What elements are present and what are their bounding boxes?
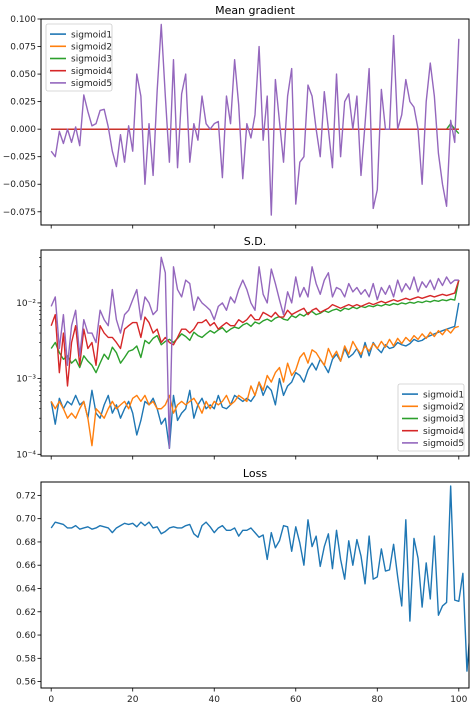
chart-title: S.D. (244, 235, 266, 248)
y-tick-label: 0.62 (16, 608, 36, 618)
legend-label: sigmoid1 (71, 30, 112, 40)
axes-frame (40, 249, 470, 457)
x-tick-label: 40 (209, 695, 221, 705)
series-line-sigmoid4 (50, 279, 460, 387)
y-tick-label: 0.68 (16, 538, 36, 548)
panel-sd: S.D. 10⁻⁴10⁻³10⁻² sigmoid1sigmoid2sigmoi… (16, 235, 470, 460)
y-tick-label: 0.56 (16, 678, 36, 688)
y-tick-label: −0.025 (3, 153, 36, 163)
x-tick-label: 100 (450, 695, 467, 705)
panel-mean-gradient: Mean gradient −0.075 −0.050 −0.025 0.000 0.0… (3, 4, 470, 229)
series-line-loss (50, 485, 469, 672)
panel-loss: Loss 0.56 0.58 0.60 0.62 0.64 0.66 0.68 0.70 0.7… (16, 467, 470, 705)
series-line-sigmoid2 (50, 325, 460, 447)
y-tick-label: 0.60 (16, 631, 36, 641)
axes-frame (40, 18, 470, 226)
y-tick-label: 0.58 (16, 654, 36, 664)
y-tick-label: 10⁻⁴ (16, 450, 36, 460)
y-tick-label: 0.000 (10, 125, 36, 135)
series-lines (50, 256, 460, 450)
y-axis-ticks: 0.56 0.58 0.60 0.62 0.64 0.66 0.68 0.70 0.72 0 20 4… (16, 491, 468, 705)
y-tick-label: 0.66 (16, 561, 36, 571)
legend-label: sigmoid2 (71, 43, 112, 53)
y-tick-label: 10⁻² (16, 299, 36, 309)
legend-label: sigmoid4 (423, 427, 464, 437)
x-tick-label: 80 (372, 695, 384, 705)
axes-frame (40, 481, 470, 689)
legend-label: sigmoid5 (71, 79, 112, 89)
legend: sigmoid1 sigmoid2 sigmoid3 sigmoid4 sigmoid5 (45, 23, 113, 92)
y-tick-label: 0.72 (16, 491, 36, 501)
series-lines (50, 23, 460, 216)
y-tick-label: 0.075 (10, 43, 36, 53)
y-tick-label: 0.050 (10, 70, 36, 80)
legend-label: sigmoid2 (423, 403, 464, 413)
series-lines (50, 485, 469, 672)
chart-title: Mean gradient (215, 4, 295, 17)
x-tick-label: 20 (127, 695, 139, 705)
legend-label: sigmoid3 (423, 415, 464, 425)
y-tick-label: 0.64 (16, 584, 36, 594)
series-line-sigmoid3 (50, 279, 460, 374)
y-tick-label: 0.70 (16, 515, 36, 525)
chart-title: Loss (243, 467, 267, 480)
x-tick-label: 60 (290, 695, 302, 705)
y-tick-label: −0.075 (3, 208, 36, 218)
legend-box (397, 383, 465, 452)
legend-label: sigmoid1 (423, 390, 464, 400)
y-axis-ticks: −0.075 −0.050 −0.025 0.000 0.025 0.050 0.075 0.… (3, 15, 460, 229)
legend-box (45, 23, 113, 92)
y-tick-label: 0.025 (10, 98, 36, 108)
series-line-sigmoid5 (50, 256, 459, 450)
legend-label: sigmoid5 (423, 439, 464, 449)
y-tick-label: −0.050 (3, 180, 37, 190)
legend-label: sigmoid3 (71, 55, 112, 65)
x-tick-label: 0 (48, 695, 54, 705)
y-tick-label: 10⁻³ (16, 375, 36, 385)
series-line-sigmoid5 (50, 23, 460, 216)
legend: sigmoid1 sigmoid2 sigmoid3 sigmoid4 sigmoid5 (397, 383, 465, 452)
y-tick-label: 0.100 (10, 15, 36, 25)
legend-label: sigmoid4 (71, 67, 112, 77)
